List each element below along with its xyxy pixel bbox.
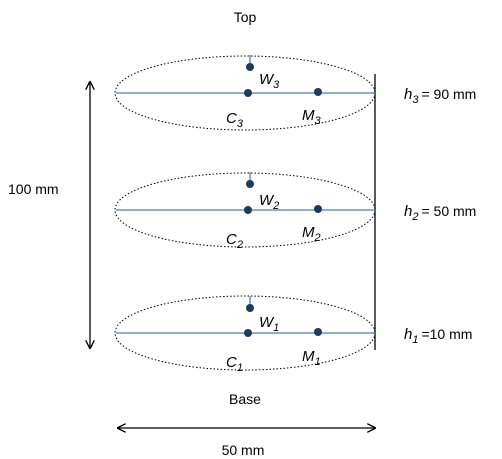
point-w — [246, 63, 254, 71]
label-c: C1 — [226, 354, 243, 374]
level-2: W2 C2 M2 h2 = 50 mm — [114, 172, 476, 251]
height-label: h1 =10 mm — [404, 326, 472, 346]
height-dimension-label: 100 mm — [8, 181, 59, 197]
label-w: W2 — [259, 192, 279, 212]
width-dimension-label: 50 mm — [222, 442, 265, 458]
point-c — [244, 89, 252, 97]
top-label: Top — [234, 9, 257, 25]
point-w — [246, 304, 254, 312]
point-w — [246, 180, 254, 188]
point-m — [314, 205, 322, 213]
level-1: W1 C1 M1 h1 =10 mm — [114, 295, 472, 374]
point-m — [314, 328, 322, 336]
label-c: C2 — [226, 231, 243, 251]
label-c: C3 — [226, 110, 244, 130]
height-label: h3 = 90 mm — [404, 86, 476, 106]
label-m: M1 — [302, 348, 321, 368]
base-label: Base — [229, 391, 261, 407]
point-m — [314, 88, 322, 96]
label-m: M2 — [302, 224, 321, 244]
height-label: h2 = 50 mm — [404, 203, 476, 223]
point-c — [244, 206, 252, 214]
label-w: W1 — [259, 314, 279, 334]
level-3: W3 C3 M3 h3 = 90 mm — [114, 55, 476, 131]
point-c — [244, 329, 252, 337]
label-w: W3 — [259, 71, 280, 91]
label-m: M3 — [302, 107, 322, 127]
